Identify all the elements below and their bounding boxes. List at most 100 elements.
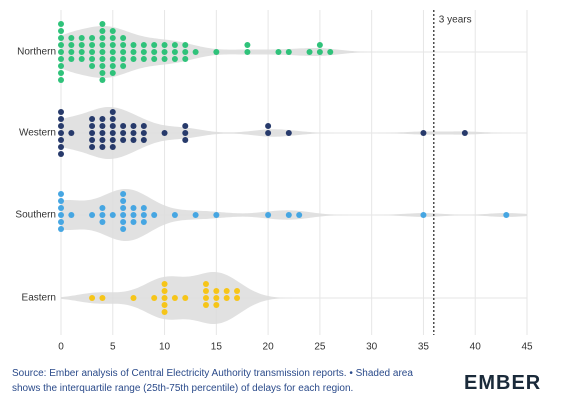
dot	[130, 137, 137, 143]
dot	[161, 309, 168, 315]
dot	[140, 205, 147, 211]
dot	[99, 77, 106, 83]
x-tick-label: 5	[110, 342, 116, 353]
dot	[58, 109, 64, 115]
dot	[151, 56, 158, 62]
dot	[58, 212, 64, 218]
dot	[89, 35, 96, 41]
dot	[120, 219, 127, 225]
dot	[120, 226, 127, 232]
dot	[130, 49, 137, 55]
x-tick-label: 25	[314, 342, 326, 353]
dot	[58, 130, 64, 136]
dot	[99, 49, 106, 55]
dot	[202, 295, 209, 301]
dot	[140, 42, 147, 48]
dot	[99, 63, 106, 69]
dot	[420, 130, 427, 136]
dot	[151, 295, 158, 301]
dot	[120, 198, 127, 204]
dot	[109, 144, 116, 150]
dot	[109, 42, 116, 48]
dot	[68, 212, 75, 218]
dot	[58, 49, 64, 55]
dot	[58, 205, 64, 211]
y-tick-label: Eastern	[22, 293, 56, 304]
dot	[99, 130, 106, 136]
dot	[58, 219, 64, 225]
dot	[171, 49, 178, 55]
dot	[171, 212, 178, 218]
dot	[161, 302, 168, 308]
dot	[234, 295, 241, 301]
dot	[78, 35, 85, 41]
dot	[140, 49, 147, 55]
dot	[265, 123, 272, 129]
dot	[161, 130, 168, 136]
dot	[58, 35, 64, 41]
dot	[89, 56, 96, 62]
dot	[130, 42, 137, 48]
dot	[120, 130, 127, 136]
dot	[89, 212, 96, 218]
dot	[89, 295, 96, 301]
dot	[265, 212, 272, 218]
dot	[58, 137, 64, 143]
x-tick-label: 0	[58, 342, 64, 353]
dot	[78, 56, 85, 62]
dot	[99, 70, 106, 76]
violin	[61, 107, 527, 159]
dot	[99, 144, 106, 150]
dot	[202, 288, 209, 294]
dot	[89, 123, 96, 129]
dot	[109, 116, 116, 122]
dot	[99, 123, 106, 129]
dot	[99, 137, 106, 143]
dot	[461, 130, 468, 136]
dot	[120, 56, 127, 62]
violin	[61, 26, 527, 78]
dot	[68, 42, 75, 48]
dot	[109, 109, 116, 115]
dot	[244, 42, 251, 48]
dot	[78, 49, 85, 55]
dot	[275, 49, 282, 55]
dot	[120, 191, 127, 197]
dot	[99, 116, 106, 122]
dot	[109, 137, 116, 143]
dot	[182, 295, 189, 301]
dot	[120, 35, 127, 41]
dot	[99, 56, 106, 62]
dot	[316, 42, 323, 48]
dot	[182, 42, 189, 48]
dot	[130, 295, 137, 301]
dot	[99, 205, 106, 211]
dot	[120, 123, 127, 129]
x-tick-label: 40	[470, 342, 482, 353]
dot	[213, 288, 220, 294]
x-tick-label: 35	[418, 342, 430, 353]
chart: 0 5 10 15 20 25 30 35 40 45 Northern Western Souther…	[15, 10, 533, 353]
dot	[99, 35, 106, 41]
dot	[89, 144, 96, 150]
dot	[420, 212, 427, 218]
dot	[171, 295, 178, 301]
dot	[89, 49, 96, 55]
dot	[327, 49, 334, 55]
dot	[140, 219, 147, 225]
dot	[130, 56, 137, 62]
x-tick-label: 10	[159, 342, 171, 353]
dot	[58, 123, 64, 129]
dot	[109, 130, 116, 136]
dot	[161, 42, 168, 48]
dot	[68, 49, 75, 55]
dot	[120, 63, 127, 69]
dot	[202, 281, 209, 287]
y-tick-label: Northern	[17, 47, 56, 58]
dot	[130, 123, 137, 129]
dot	[99, 295, 106, 301]
dot	[285, 49, 292, 55]
dot	[58, 42, 64, 48]
dot	[68, 56, 75, 62]
